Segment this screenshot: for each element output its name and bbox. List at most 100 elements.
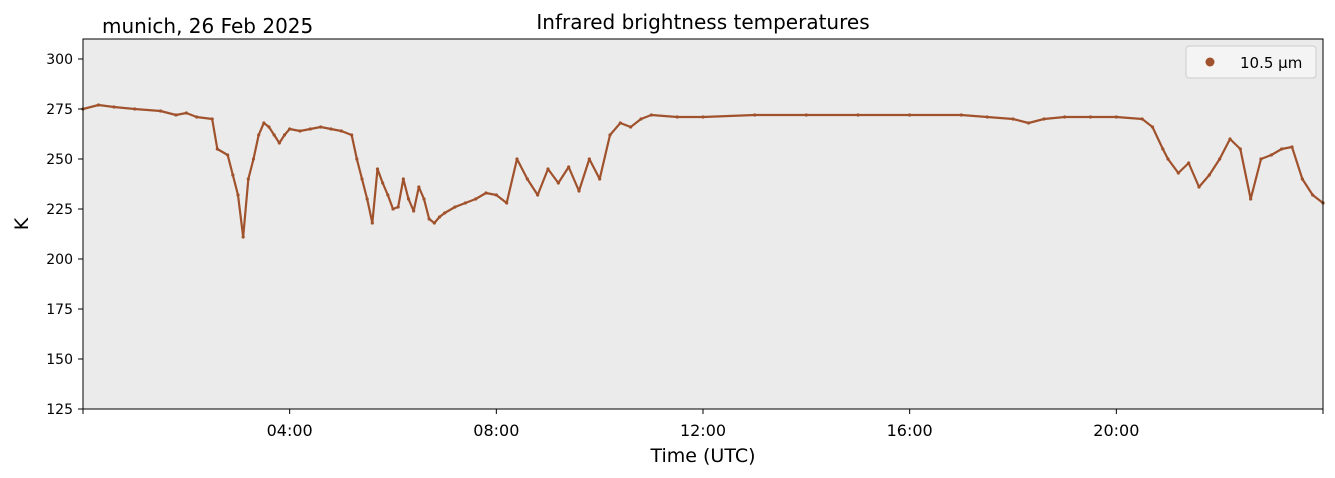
x-tick-label: 12:00 [680,421,726,440]
data-point [96,103,101,107]
x-tick-label: 08:00 [473,421,519,440]
data-point [251,157,256,161]
data-point [639,117,643,121]
data-point [1042,117,1046,121]
data-point [133,107,137,111]
data-point [391,207,395,211]
data-point [262,121,266,125]
data-point [856,113,860,117]
data-point [753,113,757,117]
data-point [298,129,302,133]
data-point [174,113,178,117]
data-point [417,185,421,189]
data-point [272,133,276,137]
y-tick-label: 150 [46,352,73,368]
data-point [1187,161,1191,165]
data-point [381,181,385,185]
data-point [515,157,519,161]
data-point [288,127,292,131]
data-point [525,177,529,181]
data-point [804,113,808,117]
data-point [556,181,560,185]
data-point [215,147,219,151]
data-point [319,125,323,129]
data-point [505,201,509,205]
data-point [1176,171,1180,175]
data-point [355,157,359,161]
data-point [226,153,230,157]
data-point [985,115,989,119]
data-point [1026,121,1031,125]
data-point [1228,137,1232,141]
data-point [608,133,612,137]
data-point [629,125,633,129]
data-point [618,121,622,125]
y-axis-label: K [11,217,33,230]
data-point [195,115,199,119]
data-point [277,141,281,145]
data-point [1063,115,1067,119]
data-point [1011,117,1015,121]
data-point [1300,177,1304,181]
data-point [365,197,369,201]
data-point [1166,157,1170,161]
data-point [1207,173,1211,177]
data-point [453,205,457,209]
series-layer [81,103,1325,239]
legend-marker [1205,57,1215,67]
data-point [1088,115,1093,119]
data-point [546,167,550,171]
data-point [1249,197,1253,201]
data-point [231,173,235,177]
data-point [587,157,591,161]
legend-box [1185,45,1317,79]
data-point [1161,147,1165,151]
data-point [1280,147,1284,151]
data-point [463,201,467,205]
data-point [1269,153,1273,157]
data-point [158,109,163,113]
data-point [1311,193,1315,197]
chart-subtitle: munich, 26 Feb 2025 [102,14,313,38]
data-point [401,177,405,181]
plot-area [83,39,1323,409]
data-point [360,177,364,181]
y-axis: 125 150 175 200 225 250 275 300 [46,52,83,418]
data-point [432,221,436,225]
chart-title: Infrared brightness temperatures [536,10,869,34]
data-point [908,113,912,117]
legend-label: 10.5 µm [1240,54,1302,72]
data-point [412,209,416,213]
data-point [184,111,188,115]
data-point [329,127,333,131]
data-point [339,129,343,133]
x-tick-label: 20:00 [1093,421,1139,440]
data-point [282,133,287,137]
data-point [422,197,426,201]
data-point [1197,185,1201,189]
data-point [443,211,447,215]
data-point [246,177,250,181]
data-point [1114,115,1118,119]
data-point [236,193,240,197]
x-axis-label: Time (UTC) [649,445,755,467]
y-tick-label: 300 [46,52,73,68]
data-point [1238,147,1242,151]
data-point [210,117,214,121]
data-point [267,125,271,129]
data-point [350,133,354,137]
data-point [370,221,374,225]
data-point [1259,157,1263,161]
data-point [308,127,312,131]
data-point [257,133,261,137]
x-tick-label: 16:00 [887,421,933,440]
series-line [82,103,1324,239]
y-tick-label: 125 [46,402,73,418]
data-point [494,193,498,197]
data-point [427,217,431,221]
legend: 10.5 µm [1185,45,1317,79]
data-point [474,197,478,201]
data-point [701,115,705,119]
data-point [675,115,679,119]
